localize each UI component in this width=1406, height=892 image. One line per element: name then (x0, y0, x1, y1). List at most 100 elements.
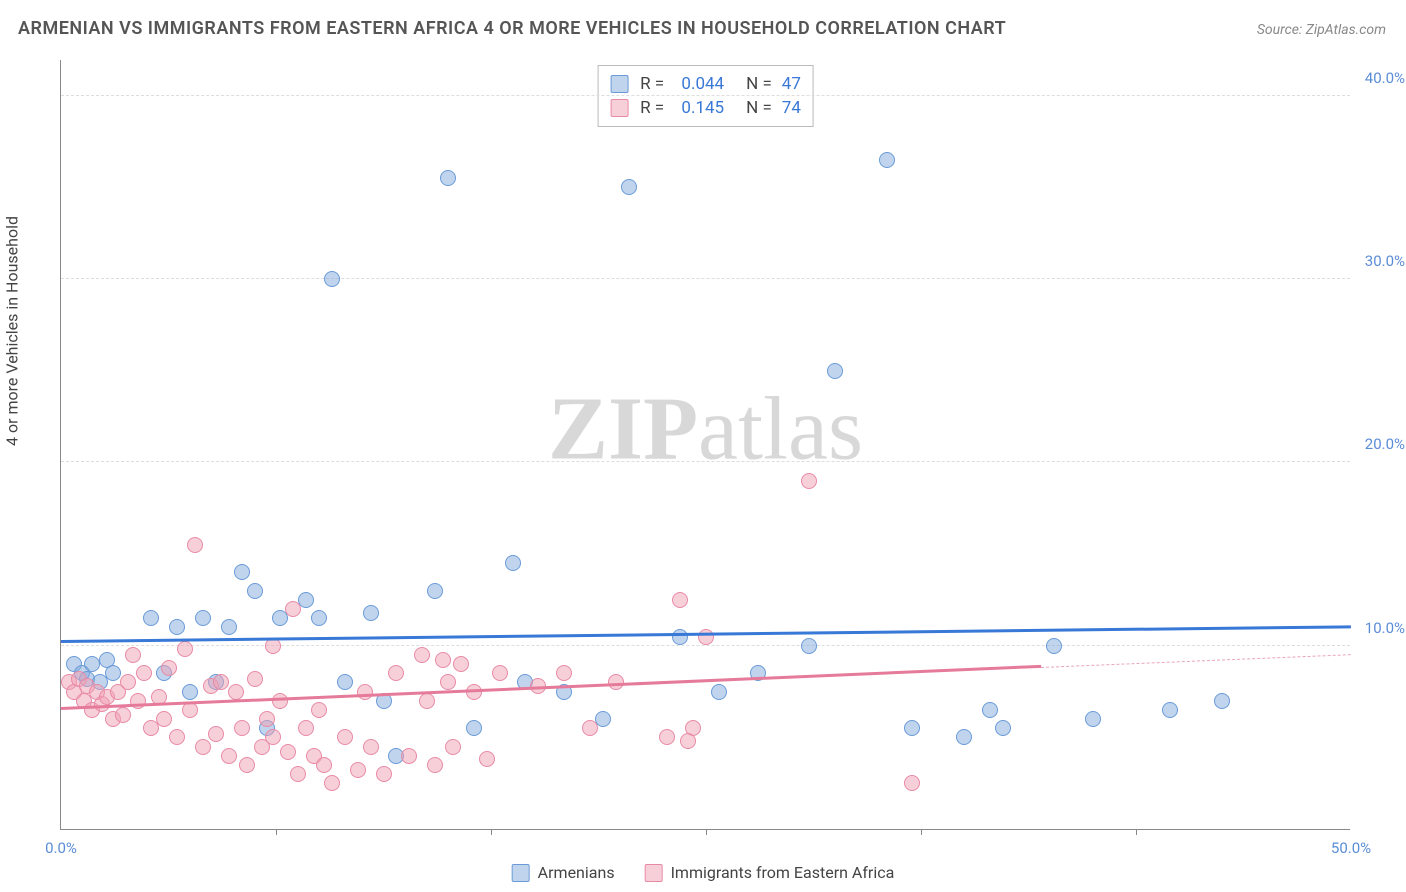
scatter-point (388, 665, 404, 681)
r-value: 0.044 (674, 74, 724, 94)
legend-row-blue: R = 0.044 N = 47 (610, 72, 801, 96)
scatter-point (357, 684, 373, 700)
scatter-point (453, 656, 469, 672)
scatter-point (208, 726, 224, 742)
scatter-point (195, 739, 211, 755)
scatter-point (239, 757, 255, 773)
legend-item-armenians: Armenians (512, 863, 615, 882)
scatter-point (680, 733, 696, 749)
scatter-point (1162, 702, 1178, 718)
y-axis-label: 4 or more Vehicles in Household (3, 216, 22, 446)
y-tick-label: 30.0% (1365, 252, 1405, 270)
legend-swatch-pink (645, 864, 663, 882)
scatter-point (995, 720, 1011, 736)
n-value: 47 (782, 74, 801, 94)
scatter-point (169, 619, 185, 635)
scatter-point (177, 641, 193, 657)
x-tick-mark (921, 829, 922, 835)
r-label: R = (640, 98, 664, 118)
x-tick-mark (491, 829, 492, 835)
scatter-point (659, 729, 675, 745)
scatter-point (115, 707, 131, 723)
scatter-point (419, 693, 435, 709)
scatter-point (401, 748, 417, 764)
scatter-point (195, 610, 211, 626)
x-tick-mark (706, 829, 707, 835)
scatter-point (247, 583, 263, 599)
scatter-point (324, 775, 340, 791)
scatter-point (440, 674, 456, 690)
x-tick-mark (1136, 829, 1137, 835)
r-label: R = (640, 74, 664, 94)
scatter-point (350, 762, 366, 778)
scatter-point (801, 473, 817, 489)
scatter-point (272, 693, 288, 709)
scatter-point (234, 720, 250, 736)
scatter-point (672, 629, 688, 645)
scatter-point (801, 638, 817, 654)
scatter-point (84, 656, 100, 672)
y-tick-label: 40.0% (1365, 69, 1405, 87)
scatter-point (234, 564, 250, 580)
scatter-point (879, 152, 895, 168)
scatter-point (982, 702, 998, 718)
x-tick-mark (276, 829, 277, 835)
grid-line (61, 278, 1350, 279)
y-tick-label: 20.0% (1365, 435, 1405, 453)
trend-line-pink-extrapolated (1041, 654, 1351, 668)
scatter-point (827, 363, 843, 379)
watermark-bold: ZIP (548, 380, 698, 479)
scatter-point (672, 592, 688, 608)
scatter-point (259, 711, 275, 727)
scatter-point (956, 729, 972, 745)
scatter-point (143, 610, 159, 626)
legend-swatch-pink (610, 99, 628, 117)
scatter-point (221, 619, 237, 635)
chart-title: ARMENIAN VS IMMIGRANTS FROM EASTERN AFRI… (18, 18, 1006, 39)
correlation-chart: ARMENIAN VS IMMIGRANTS FROM EASTERN AFRI… (0, 0, 1406, 892)
plot-area: ZIPatlas R = 0.044 N = 47 R = 0.145 N = … (60, 60, 1350, 830)
scatter-point (711, 684, 727, 700)
scatter-point (904, 720, 920, 736)
scatter-point (440, 170, 456, 186)
legend-label: Armenians (538, 863, 615, 882)
legend-swatch-blue (512, 864, 530, 882)
n-value: 74 (782, 98, 801, 118)
scatter-point (1085, 711, 1101, 727)
scatter-point (311, 610, 327, 626)
scatter-point (621, 179, 637, 195)
scatter-point (427, 583, 443, 599)
legend-label: Immigrants from Eastern Africa (671, 863, 895, 882)
scatter-point (213, 674, 229, 690)
scatter-point (161, 660, 177, 676)
y-tick-label: 10.0% (1365, 619, 1405, 637)
grid-line (61, 95, 1350, 96)
scatter-point (435, 652, 451, 668)
r-value: 0.145 (674, 98, 724, 118)
scatter-point (228, 684, 244, 700)
scatter-point (337, 729, 353, 745)
scatter-point (169, 729, 185, 745)
scatter-point (363, 739, 379, 755)
scatter-point (316, 757, 332, 773)
scatter-point (120, 674, 136, 690)
scatter-point (427, 757, 443, 773)
scatter-point (105, 665, 121, 681)
scatter-point (125, 647, 141, 663)
scatter-point (182, 702, 198, 718)
x-tick-label: 50.0% (1331, 839, 1371, 857)
scatter-point (324, 271, 340, 287)
scatter-point (265, 729, 281, 745)
watermark-rest: atlas (698, 380, 863, 479)
scatter-point (479, 751, 495, 767)
scatter-point (136, 665, 152, 681)
scatter-point (182, 684, 198, 700)
scatter-point (414, 647, 430, 663)
scatter-point (298, 720, 314, 736)
scatter-point (285, 601, 301, 617)
scatter-point (904, 775, 920, 791)
n-label: N = (746, 74, 772, 94)
scatter-point (1214, 693, 1230, 709)
scatter-point (187, 537, 203, 553)
n-label: N = (746, 98, 772, 118)
